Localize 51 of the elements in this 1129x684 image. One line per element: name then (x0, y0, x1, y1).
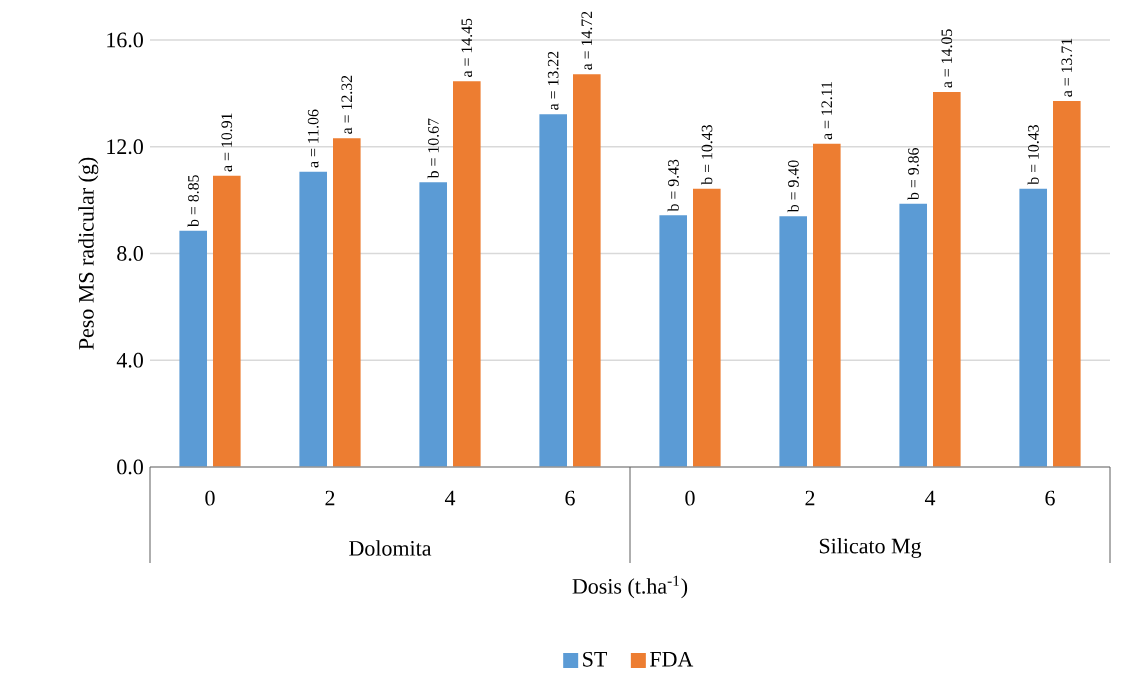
bar (539, 114, 567, 467)
bar (813, 143, 841, 467)
bar (1053, 101, 1081, 467)
data-label: a = 11.06 (307, 109, 319, 168)
data-label: b = 9.40 (787, 160, 799, 213)
bar (659, 215, 687, 467)
text: Dolomita (349, 540, 432, 556)
bar (933, 92, 961, 467)
legend-label: FDA (650, 651, 694, 667)
data-label: a = 14.05 (941, 29, 953, 88)
data-label: a = 13.71 (1061, 38, 1073, 97)
bar (179, 230, 208, 467)
x-tick-label: 6 (1045, 490, 1055, 506)
y-tick-label: 12.0 (107, 139, 143, 155)
x-tick-label: 0 (685, 490, 695, 506)
bar (299, 171, 327, 467)
bar (453, 81, 481, 467)
data-label: b = 10.67 (427, 118, 439, 179)
data-label: a = 12.11 (821, 82, 833, 140)
bar (1019, 188, 1048, 467)
x-tick-label: 4 (924, 490, 936, 506)
data-label: a = 13.22 (547, 51, 559, 110)
data-label: a = 14.72 (581, 11, 593, 70)
bar (899, 203, 928, 467)
x-tick-label: 4 (444, 490, 456, 506)
legend-label: ST (583, 651, 607, 667)
data-label: b = 8.85 (187, 175, 199, 227)
y-tick-label: 16.0 (107, 32, 143, 48)
x-axis-title: Dosis (t.ha$^{-1}$) (572, 575, 688, 599)
data-label: a = 10.91 (221, 113, 233, 172)
data-label: b = 9.86 (907, 148, 919, 200)
y-tick-label: 0.0 (117, 459, 143, 475)
bar (419, 182, 447, 467)
x-tick-label: 6 (565, 490, 575, 506)
y-tick-label: 4.0 (116, 352, 143, 368)
x-tick-label: 2 (325, 490, 335, 506)
bar (693, 188, 721, 467)
data-label: b = 9.43 (667, 159, 679, 212)
y-axis-title: Peso MS radicular (g) (78, 157, 99, 350)
bar (333, 138, 361, 467)
bar (213, 175, 241, 467)
x-tick-label: 2 (805, 490, 815, 506)
x-tick-label: 0 (205, 490, 215, 506)
y-tick-label: 8.0 (117, 246, 143, 261)
data-label: a = 12.32 (341, 75, 353, 134)
text: Silicato Mg (819, 538, 922, 558)
data-label: b = 10.43 (701, 125, 713, 185)
data-label: b = 10.43 (1027, 125, 1039, 185)
bar (779, 216, 807, 467)
bar (573, 74, 601, 467)
data-label: a = 14.45 (461, 18, 473, 77)
